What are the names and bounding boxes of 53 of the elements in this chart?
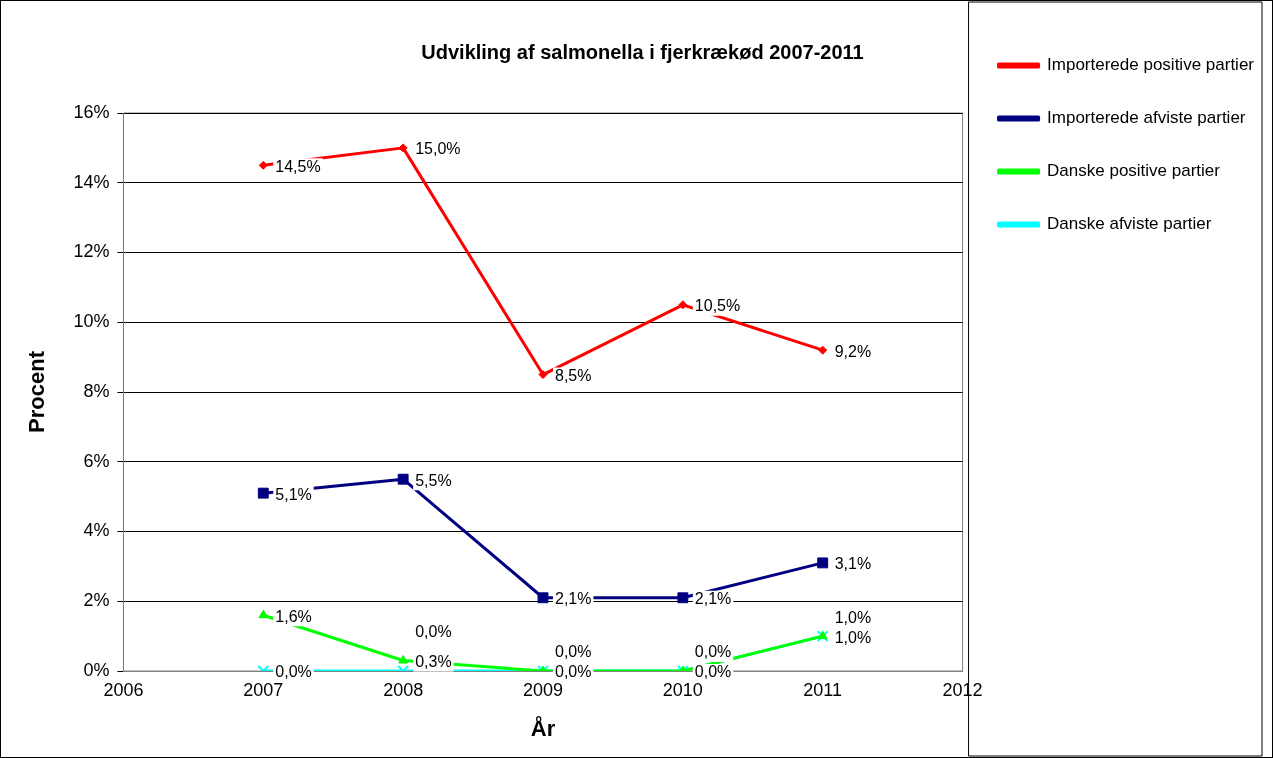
data-label: 0,3%	[415, 652, 452, 670]
y-tick-label: 0%	[83, 659, 110, 680]
y-tick-label: 14%	[73, 171, 110, 192]
data-label: 5,5%	[415, 471, 452, 489]
data-label: 2,1%	[555, 590, 592, 608]
y-tick-label: 8%	[83, 380, 110, 401]
y-tick-label: 16%	[73, 101, 110, 122]
point	[537, 592, 549, 604]
point	[258, 160, 268, 170]
legend-label: Importerede positive partier	[1047, 55, 1255, 75]
y-tick-label: 12%	[73, 241, 110, 262]
point	[258, 609, 269, 619]
point	[397, 473, 409, 485]
point	[257, 487, 269, 499]
point	[677, 592, 689, 604]
y-tick-label: 10%	[73, 311, 110, 332]
point	[818, 345, 828, 355]
data-label: 0,0%	[415, 623, 452, 641]
y-tick-label: 2%	[83, 590, 110, 611]
x-tick-label: 2007	[243, 679, 284, 700]
x-tick-label: 2009	[522, 679, 564, 700]
data-label: 0,0%	[555, 643, 592, 661]
data-label: 2,1%	[694, 590, 732, 608]
data-label: 1,6%	[275, 607, 312, 625]
legend-label: Importerede afviste partier	[1047, 108, 1246, 128]
point	[678, 300, 688, 310]
x-tick-label: 2011	[803, 679, 843, 700]
data-label: 0,0%	[694, 643, 732, 661]
data-label: 1,0%	[834, 628, 872, 646]
point	[398, 655, 408, 664]
point	[817, 557, 829, 569]
data-label: 0,0%	[275, 663, 312, 681]
y-tick-label: 6%	[83, 450, 110, 471]
data-label: 8,5%	[555, 366, 592, 384]
data-label: 10,5%	[694, 297, 741, 315]
x-tick-label: 2008	[383, 679, 424, 700]
data-label: 5,1%	[275, 485, 312, 503]
legend-label: Danske afviste partier	[1047, 214, 1212, 234]
data-label: 14,5%	[275, 157, 321, 175]
legend-label: Danske positive partier	[1047, 161, 1221, 181]
data-label: 0,0%	[555, 663, 592, 681]
data-label: 9,2%	[834, 342, 872, 360]
data-label: 3,1%	[834, 555, 872, 573]
point	[538, 370, 548, 380]
data-label: 15,0%	[415, 140, 461, 158]
chart-title: Udvikling af salmonella i fjerkrækød 2007-2011	[421, 40, 864, 63]
x-tick-label: 2006	[103, 679, 144, 700]
y-tick-label: 4%	[83, 520, 110, 541]
data-label: 1,0%	[834, 608, 872, 626]
x-tick-label: 2010	[662, 679, 703, 700]
y-axis-title: Procent	[24, 350, 50, 433]
x-axis-title: År	[530, 714, 556, 741]
data-label: 0,0%	[694, 663, 732, 681]
